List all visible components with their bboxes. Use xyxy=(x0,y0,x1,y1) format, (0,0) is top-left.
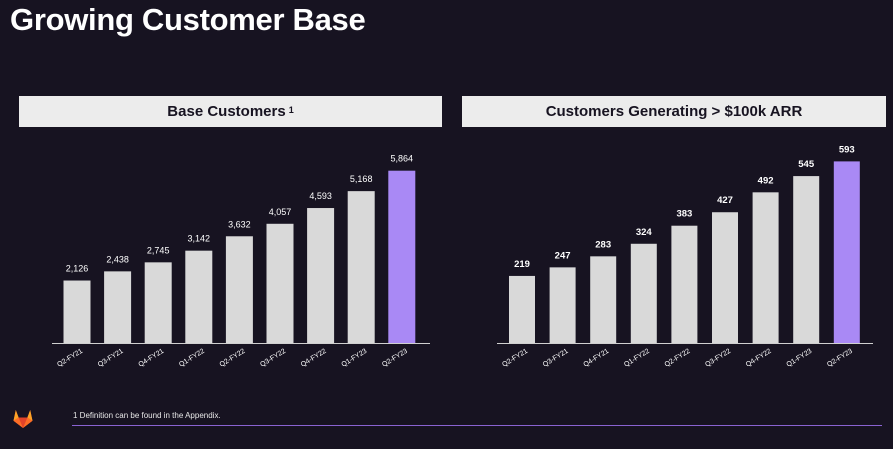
x-tick-label: Q4-FY21 xyxy=(582,348,610,369)
data-label: 383 xyxy=(676,209,692,220)
bar-q2-fy23 xyxy=(833,161,860,343)
data-label: 427 xyxy=(717,195,733,206)
x-tick-label: Q3-FY21 xyxy=(542,348,570,369)
bar-q2-fy21 xyxy=(509,275,535,343)
bar-q1-fy22 xyxy=(630,243,657,343)
chart-title-base-customers: Base Customers 1 xyxy=(19,96,442,127)
data-label: 247 xyxy=(555,250,571,261)
data-label: 324 xyxy=(636,227,653,238)
data-label: 2,745 xyxy=(147,245,170,255)
x-tick-label: Q1-FY22 xyxy=(623,348,651,369)
x-tick-label: Q2-FY23 xyxy=(826,348,854,369)
x-tick-label: Q4-FY22 xyxy=(745,348,773,369)
chart-title-100k-arr: Customers Generating > $100k ARR xyxy=(462,96,886,127)
data-label: 5,864 xyxy=(391,154,414,164)
data-label: 3,632 xyxy=(228,219,251,229)
footnote-divider xyxy=(72,425,882,426)
bar-q4-fy21 xyxy=(144,262,172,343)
page-title: Growing Customer Base xyxy=(10,2,366,37)
bar-q2-fy22 xyxy=(225,236,253,343)
data-label: 4,057 xyxy=(269,207,292,217)
x-tick-label: Q3-FY22 xyxy=(704,348,732,369)
gitlab-logo-icon xyxy=(13,410,33,428)
bar-q3-fy22 xyxy=(266,223,294,343)
bar-q2-fy23 xyxy=(388,170,416,343)
bar-q3-fy21 xyxy=(549,267,576,343)
data-label: 283 xyxy=(595,239,611,250)
data-label: 545 xyxy=(798,159,815,170)
data-label: 2,438 xyxy=(106,254,129,264)
bar-q1-fy23 xyxy=(347,191,375,343)
data-label: 2,126 xyxy=(66,264,89,274)
bar-q2-fy21 xyxy=(63,280,91,343)
bar-q4-fy22 xyxy=(307,208,335,343)
data-label: 593 xyxy=(839,144,855,155)
data-label: 492 xyxy=(758,175,774,186)
x-tick-label: Q2-FY22 xyxy=(664,348,692,369)
chart-title-text: Customers Generating > $100k ARR xyxy=(545,103,803,120)
footnote: 1 Definition can be found in the Appendi… xyxy=(73,411,221,420)
bar-q2-fy22 xyxy=(671,225,698,343)
bar-q4-fy22 xyxy=(752,192,779,343)
data-label: 3,142 xyxy=(188,234,211,244)
bar-q1-fy23 xyxy=(793,176,820,343)
data-label: 4,593 xyxy=(309,191,332,201)
bar-q3-fy21 xyxy=(104,271,132,343)
x-tick-label: Q2-FY21 xyxy=(501,348,529,369)
x-tick-label: Q1-FY23 xyxy=(785,348,813,369)
data-label: 219 xyxy=(514,259,530,270)
chart-title-superscript: 1 xyxy=(288,104,294,115)
bar-q1-fy22 xyxy=(185,250,213,343)
chart-title-text: Base Customers xyxy=(167,103,286,120)
bar-q3-fy22 xyxy=(712,212,738,343)
bar-q4-fy21 xyxy=(590,256,617,343)
data-label: 5,168 xyxy=(350,174,373,184)
